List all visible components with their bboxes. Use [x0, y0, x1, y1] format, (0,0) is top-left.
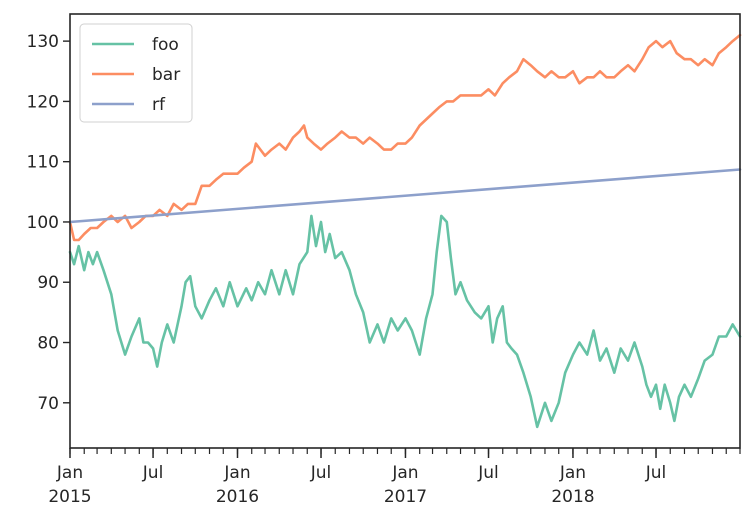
- x-tick-label: Jul: [310, 463, 332, 483]
- y-axis: 70 80 90 100 110 120 130: [27, 32, 70, 414]
- x-tick-year-label: 2018: [551, 487, 594, 507]
- y-tick-label: 120: [27, 92, 59, 112]
- legend-label-bar: bar: [152, 65, 180, 85]
- x-tick-label: Jan: [559, 463, 586, 483]
- x-tick-year-label: 2015: [48, 487, 91, 507]
- y-tick-label: 90: [37, 273, 59, 293]
- x-axis: Jan 2015 Jul Jan 2016 Jul Jan 2017 Jul Jan 2018 Jul: [48, 448, 741, 507]
- legend-label-foo: foo: [152, 35, 179, 55]
- legend-label-rf: rf: [152, 95, 166, 115]
- y-tick-label: 100: [27, 213, 59, 233]
- y-tick-label: 70: [37, 394, 59, 414]
- legend-box: [79, 23, 193, 123]
- y-tick-label: 110: [27, 153, 59, 173]
- series-line-rf: [68, 168, 742, 224]
- x-tick-label: Jul: [142, 463, 164, 483]
- series-line-foo: [68, 214, 742, 429]
- x-tick-label: Jan: [56, 463, 83, 483]
- x-tick-label: Jan: [391, 463, 418, 483]
- x-tick-label: Jan: [223, 463, 250, 483]
- x-tick-label: Jul: [477, 463, 499, 483]
- series-layer: [68, 33, 742, 429]
- legend: foo bar rf: [79, 23, 193, 123]
- y-tick-label: 80: [37, 334, 59, 354]
- x-tick-year-label: 2017: [384, 487, 427, 507]
- series-line-bar: [68, 33, 742, 242]
- y-tick-label: 130: [27, 32, 59, 52]
- x-tick-year-label: 2016: [216, 487, 259, 507]
- x-tick-label: Jul: [645, 463, 667, 483]
